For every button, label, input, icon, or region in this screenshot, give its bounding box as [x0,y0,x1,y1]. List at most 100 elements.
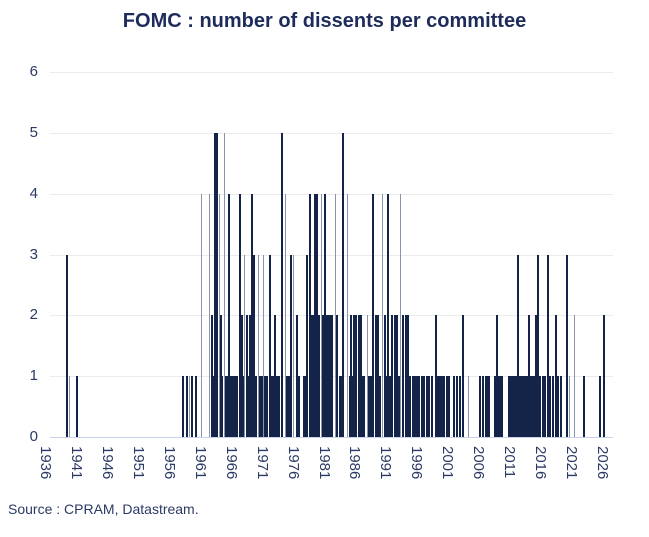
dissent-bar [383,315,386,437]
dissent-bar [539,376,542,437]
dissent-bar [286,376,288,437]
dissent-bar [69,376,71,437]
dissent-bar [255,376,257,437]
y-axis-tick-label: 0 [29,428,38,445]
dissent-bar [304,376,307,437]
x-axis-tick-label: 2016 [532,446,550,480]
dissent-bar [427,376,430,437]
dissent-bar [76,376,79,437]
dissent-bar [409,376,412,437]
x-axis-tick-label: 1956 [160,446,178,480]
dissent-bar [232,376,235,437]
dissent-bar [497,376,500,437]
dissent-bar [228,193,231,437]
dissent-bar [546,254,549,437]
dissent-bar [351,376,354,437]
dissent-bar [219,193,220,437]
dissent-bar [277,376,280,437]
dissent-bar [250,193,253,437]
gridline [50,132,613,134]
dissent-bar [399,193,401,437]
dissent-bar [516,254,519,437]
dissent-bar [389,376,392,437]
dissent-bar [321,315,324,437]
gridline [50,254,613,256]
dissent-bar [268,254,271,437]
dissent-bar [544,376,547,437]
dissent-bar [573,315,575,437]
x-axis-baseline [50,437,613,438]
dissent-bar [447,376,450,437]
dissent-bar [377,315,379,437]
dissent-bar [248,315,251,437]
dissent-bar [541,376,544,437]
dissent-bar [386,193,389,437]
dissent-bar [221,376,223,437]
dissent-bar [302,376,305,437]
dissent-bar [535,315,538,437]
dissent-bar [485,376,488,437]
dissent-bar [524,376,527,437]
dissent-bar [529,376,532,437]
dissent-bar [414,376,417,437]
dissent-bar [247,376,250,437]
x-axis-tick-label: 1951 [129,446,147,480]
dissent-bar [212,376,215,437]
dissent-bar [602,315,605,437]
dissent-bar [479,376,482,437]
dissent-bar [515,376,517,437]
x-axis-tick-label: 1946 [98,446,116,480]
x-axis-tick-label: 2026 [594,446,611,480]
dissent-bar [219,315,222,437]
dissent-bar [213,132,216,437]
dissent-bar [398,376,400,437]
dissent-bar [227,376,230,437]
y-axis-tick-label: 1 [29,367,38,385]
x-axis-tick-label: 1991 [377,446,395,480]
dissent-bar [418,376,421,437]
dissent-bar [329,315,332,437]
dissent-bar [439,376,442,437]
dissent-bar [511,376,514,437]
dissent-bar [522,376,525,437]
dissent-bar [276,376,279,437]
dissent-bar [436,376,439,437]
dissent-bar [537,254,540,437]
dissent-bar [259,376,262,437]
dissent-bar [313,193,316,437]
dissent-bar [234,376,236,437]
dissent-bar [342,132,345,437]
dissent-bar [493,376,496,437]
dissent-bar [216,132,219,437]
dissent-bar [297,376,300,437]
dissent-bar [598,376,601,437]
dissent-bar [482,376,485,437]
dissent-bar [507,376,510,437]
dissent-bar [372,193,374,437]
dissent-bar [445,376,448,437]
x-axis-tick-label: 2011 [501,446,519,479]
dissent-bar [391,315,394,437]
x-axis-tick-label: 1966 [222,446,240,480]
dissent-bar [499,376,502,437]
dissent-bar [583,376,586,437]
dissent-bar [520,376,523,437]
dissent-bar [182,376,184,437]
dissent-bar [501,376,504,437]
dissent-bar [531,376,534,437]
x-axis-tick-label: 1996 [408,446,426,480]
dissent-bar [440,376,443,437]
dissent-bar [340,376,343,437]
dissent-bar [331,315,334,437]
dissent-bar [528,315,530,437]
dissent-bar [357,315,360,437]
dissent-bar [368,376,371,437]
dissent-bar [289,254,292,437]
dissent-bar [381,193,383,437]
dissent-bar [320,193,322,437]
dissent-bar [568,376,570,437]
dissent-bar [513,376,516,437]
dissent-bar [274,315,277,437]
dissent-bar [316,193,319,437]
